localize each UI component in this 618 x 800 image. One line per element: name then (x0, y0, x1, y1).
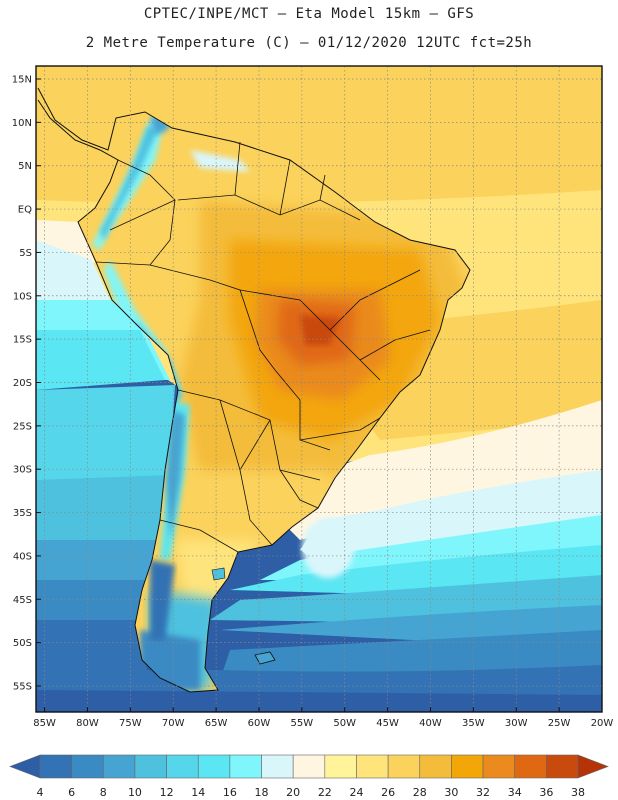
colorbar-label: 14 (191, 786, 205, 799)
colorbar-label: 4 (37, 786, 44, 799)
lon-tick-label: 85W (33, 718, 56, 729)
lon-tick-label: 70W (162, 718, 185, 729)
lon-tick-label: 45W (376, 718, 399, 729)
lat-tick-label: 5N (18, 161, 32, 172)
colorbar-swatch (292, 754, 326, 779)
lon-tick-label: 35W (462, 718, 485, 729)
temperature-field (36, 66, 602, 712)
lat-tick-label: EQ (18, 205, 32, 216)
colorbar-swatch (356, 754, 389, 779)
colorbar-label: 38 (571, 786, 585, 799)
colorbar-label: 8 (100, 786, 107, 799)
colorbar-label: 16 (223, 786, 237, 799)
colorbar-label: 34 (508, 786, 522, 799)
colorbar-swatch (387, 754, 421, 779)
lon-tick-label: 30W (505, 718, 528, 729)
lon-tick-label: 55W (291, 718, 314, 729)
colorbar-swatch (166, 754, 199, 779)
colorbar-label: 36 (539, 786, 553, 799)
colorbar-swatch (482, 754, 516, 779)
colorbar-swatch (324, 754, 357, 779)
chart-title-line1: CPTEC/INPE/MCT – Eta Model 15km – GFS (143, 6, 475, 22)
colorbar-label: 18 (255, 786, 269, 799)
colorbar-swatch (419, 754, 452, 779)
lon-tick-label: 65W (205, 718, 228, 729)
latitude-labels: 15N 10N 5N EQ 5S 10S 15S 20S 25S 30S 35S 40S 45S 50S 5… (12, 75, 41, 692)
colorbar-swatch (39, 754, 72, 779)
lat-tick-label: 50S (13, 638, 32, 649)
colorbar-swatch (134, 754, 167, 779)
lon-tick-label: 60W (248, 718, 271, 729)
colorbar-swatch (546, 754, 579, 779)
lat-tick-label: 5S (19, 248, 32, 259)
lat-tick-label: 40S (13, 551, 32, 562)
colorbar-swatch (197, 754, 231, 779)
colorbar-swatch (71, 754, 104, 779)
colorbar-label: 24 (349, 786, 363, 799)
lat-tick-label: 10S (13, 291, 32, 302)
colorbar-swatch (102, 754, 136, 779)
lat-tick-label: 15S (13, 335, 32, 346)
colorbar-arrow-low (9, 754, 41, 779)
colorbar-label: 30 (444, 786, 458, 799)
colorbar-swatch (451, 754, 484, 779)
lon-tick-label: 75W (119, 718, 142, 729)
colorbar-label: 20 (286, 786, 300, 799)
colorbar: 4 6 8 10 12 14 16 18 20 22 24 26 28 30 32 34 36 38 (9, 754, 609, 799)
colorbar-label: 12 (160, 786, 174, 799)
lat-tick-label: 25S (13, 421, 32, 432)
colorbar-label: 22 (318, 786, 332, 799)
colorbar-arrow-high (577, 754, 609, 779)
longitude-labels: 85W 80W 75W 70W 65W 60W 55W 50W 45W 40W 35W 30W 25W 2… (33, 707, 613, 729)
colorbar-label: 28 (413, 786, 427, 799)
colorbar-label: 10 (128, 786, 142, 799)
map-frame (35, 65, 603, 713)
lon-tick-label: 50W (333, 718, 356, 729)
colorbar-label: 32 (476, 786, 490, 799)
colorbar-label: 26 (381, 786, 395, 799)
colorbar-label: 6 (68, 786, 75, 799)
lat-tick-label: 30S (13, 465, 32, 476)
lon-tick-label: 20W (591, 718, 614, 729)
lon-tick-label: 25W (548, 718, 571, 729)
lat-tick-label: 15N (12, 75, 32, 86)
lat-tick-label: 20S (13, 378, 32, 389)
colorbar-swatch (514, 754, 547, 779)
lat-tick-label: 10N (12, 118, 32, 129)
colorbar-swatch (229, 754, 262, 779)
lon-tick-label: 80W (76, 718, 99, 729)
lat-tick-label: 45S (13, 595, 32, 606)
colorbar-swatch (261, 754, 294, 779)
lon-tick-label: 40W (419, 718, 442, 729)
chart-title-line2: 2 Metre Temperature (C) – 01/12/2020 12U… (85, 35, 533, 51)
lat-tick-label: 35S (13, 508, 32, 519)
lat-tick-label: 55S (13, 681, 32, 692)
